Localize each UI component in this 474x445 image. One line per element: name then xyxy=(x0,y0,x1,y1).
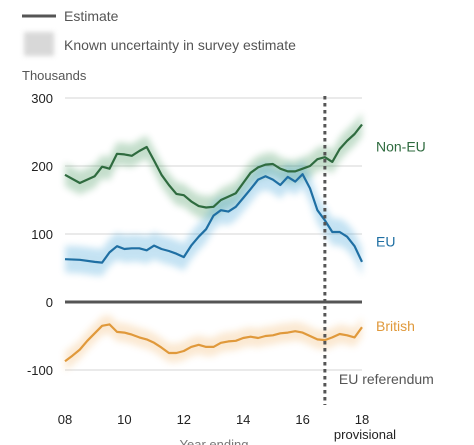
series-lines xyxy=(64,123,363,363)
y-axis-label: Thousands xyxy=(22,68,87,83)
y-tick-label: 200 xyxy=(31,159,53,174)
series-label-eu: EU xyxy=(376,233,395,249)
x-tick-label: 16 xyxy=(295,412,309,427)
x-axis-label: Year ending xyxy=(180,437,249,445)
y-tick-labels: 300 200 100 0 -100 xyxy=(27,91,53,378)
x-sublabel: provisional xyxy=(334,427,396,442)
legend-uncertainty-swatch xyxy=(24,32,54,56)
x-tick-labels: 08 10 12 14 16 18 xyxy=(58,412,369,427)
series-line-british xyxy=(64,323,363,363)
y-tick-label: 100 xyxy=(31,227,53,242)
x-tick-label: 12 xyxy=(177,412,191,427)
legend-uncertainty-label: Known uncertainty in survey estimate xyxy=(64,37,296,53)
x-tick-label: 08 xyxy=(58,412,72,427)
uncertainty-bands xyxy=(65,113,362,371)
x-tick-label: 14 xyxy=(236,412,250,427)
legend-estimate-label: Estimate xyxy=(64,8,119,24)
y-tick-label: 300 xyxy=(31,91,53,106)
series-labels: Non-EU EU British xyxy=(376,138,426,334)
x-tick-label: 18 xyxy=(355,412,369,427)
legend: Estimate Known uncertainty in survey est… xyxy=(22,8,296,56)
annotations: EU referendum xyxy=(323,96,434,405)
uncertainty-band-british xyxy=(65,314,362,371)
series-label-non-eu: Non-EU xyxy=(376,138,426,154)
series-line-eu xyxy=(64,173,363,264)
series-label-british: British xyxy=(376,318,415,334)
x-tick-label: 10 xyxy=(117,412,131,427)
annotation-label: EU referendum xyxy=(339,371,434,387)
y-tick-label: 0 xyxy=(46,295,53,310)
series-line-non-eu xyxy=(64,123,363,209)
y-tick-label: -100 xyxy=(27,363,53,378)
